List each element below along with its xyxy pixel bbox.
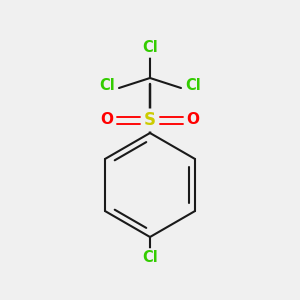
Text: Cl: Cl	[185, 77, 201, 92]
Text: O: O	[187, 112, 200, 128]
Text: Cl: Cl	[142, 250, 158, 266]
Text: O: O	[100, 112, 113, 128]
Text: S: S	[144, 111, 156, 129]
Text: Cl: Cl	[99, 77, 115, 92]
Text: Cl: Cl	[142, 40, 158, 56]
